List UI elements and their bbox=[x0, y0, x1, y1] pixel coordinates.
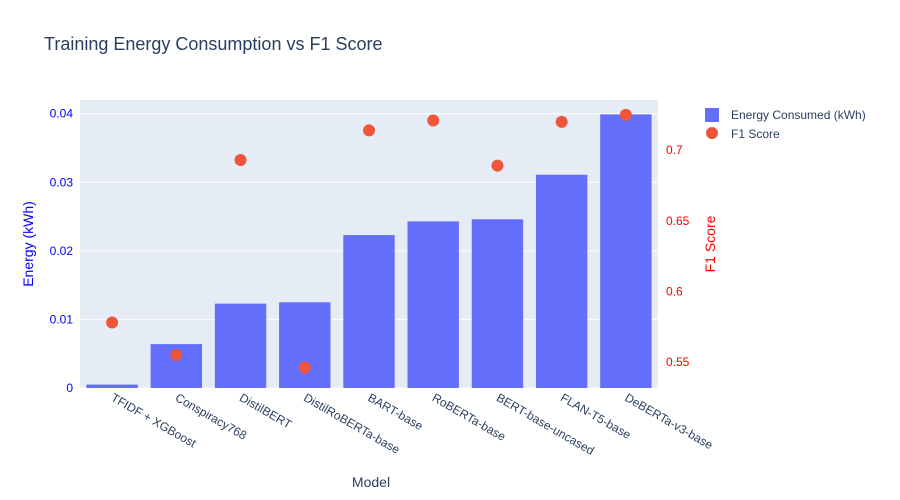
f1-point bbox=[491, 159, 504, 172]
y-tick-label: 0.03 bbox=[50, 175, 74, 189]
y2-tick-label: 0.7 bbox=[666, 143, 683, 157]
y-tick-label: 0.01 bbox=[50, 312, 74, 326]
y2-tick-label: 0.6 bbox=[666, 284, 683, 298]
f1-points bbox=[106, 108, 632, 374]
y-axis-title: Energy (kWh) bbox=[20, 201, 36, 287]
legend-label-f1: F1 Score bbox=[731, 127, 780, 141]
legend-item-energy[interactable]: Energy Consumed (kWh) bbox=[705, 108, 866, 122]
energy-bar bbox=[535, 174, 588, 388]
f1-point bbox=[106, 316, 119, 329]
energy-bar bbox=[343, 235, 395, 388]
f1-point bbox=[170, 348, 183, 361]
x-tick-label: DeBERTa-v3-base bbox=[622, 390, 715, 452]
x-axis-title: Model bbox=[352, 474, 390, 490]
f1-point bbox=[555, 115, 568, 128]
y2-axis-title: F1 Score bbox=[702, 215, 718, 272]
y-tick-label: 0.04 bbox=[50, 107, 74, 121]
energy-bar bbox=[86, 384, 138, 388]
legend-item-f1[interactable]: F1 Score bbox=[706, 127, 780, 141]
chart-title: Training Energy Consumption vs F1 Score bbox=[44, 34, 382, 54]
y2-tick-label: 0.65 bbox=[666, 214, 690, 228]
left-axis-ticks: 0 0.01 0.02 0.03 0.04 bbox=[50, 107, 74, 395]
legend-bar-swatch bbox=[705, 108, 719, 122]
y2-tick-label: 0.55 bbox=[666, 355, 690, 369]
right-axis-ticks: 0.55 0.6 0.65 0.7 bbox=[666, 143, 690, 369]
energy-bar bbox=[471, 219, 524, 388]
energy-bar bbox=[407, 221, 459, 388]
legend[interactable]: Energy Consumed (kWh) F1 Score bbox=[705, 108, 866, 141]
energy-bar bbox=[279, 302, 331, 388]
f1-point bbox=[298, 361, 311, 374]
legend-label-energy: Energy Consumed (kWh) bbox=[731, 108, 866, 122]
f1-point bbox=[363, 124, 375, 137]
f1-point bbox=[427, 114, 440, 127]
energy-bar bbox=[214, 303, 267, 388]
x-tick-label: DistilBERT bbox=[237, 390, 295, 431]
y-tick-label: 0.02 bbox=[50, 244, 74, 258]
energy-bars bbox=[86, 114, 652, 389]
legend-point-swatch bbox=[706, 127, 718, 139]
f1-point bbox=[619, 108, 632, 121]
energy-bar bbox=[600, 114, 652, 389]
f1-point bbox=[234, 154, 247, 167]
y-tick-label: 0 bbox=[66, 381, 73, 395]
x-tick-label: BART-base bbox=[366, 390, 426, 433]
